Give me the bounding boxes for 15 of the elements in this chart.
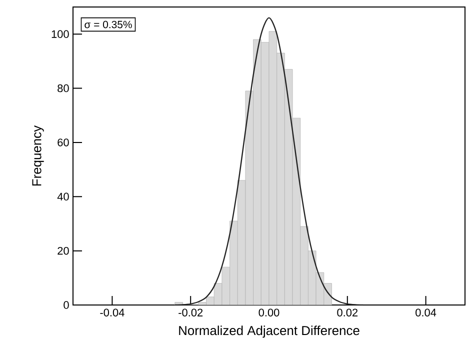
y-tick-label: 0 — [64, 301, 69, 309]
x-axis-title: Normalized Adjacent Difference — [179, 326, 360, 338]
y-tick-label: 20 — [58, 246, 69, 255]
y-tick-label: 100 — [52, 30, 69, 38]
x-tick-label: 0.00 — [258, 308, 280, 316]
line-series — [174, 17, 364, 305]
x-tick-label: 0.04 — [416, 308, 436, 316]
y-axis-title: Frequency — [32, 125, 44, 186]
annotation: σ = 0.35% — [84, 20, 132, 28]
y-tick-label: 80 — [58, 84, 69, 92]
x-tick-label: 0.02 — [337, 308, 358, 316]
y-tick-label: 40 — [57, 192, 69, 201]
x-tick-label: -0.02 — [178, 308, 203, 316]
x-tick-label: -0.04 — [100, 308, 124, 316]
y-tick-label: 60 — [58, 138, 69, 146]
